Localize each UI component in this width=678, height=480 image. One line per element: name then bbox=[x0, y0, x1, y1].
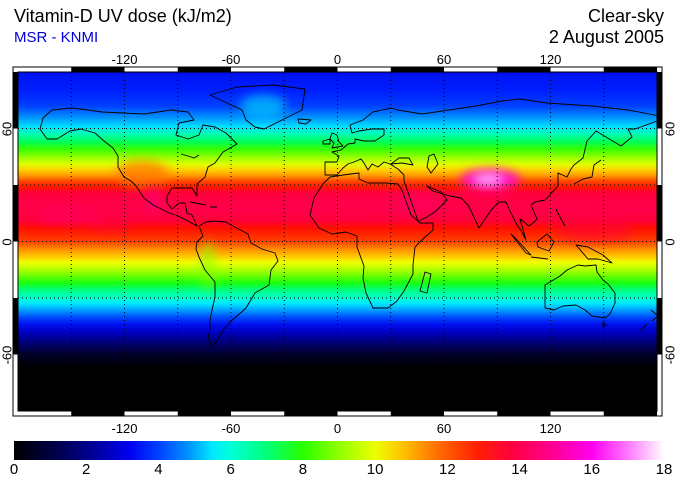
lat-tick-label: -60 bbox=[0, 345, 15, 364]
colorbar-tick-label: 12 bbox=[438, 461, 456, 478]
colorbar-tick-label: 4 bbox=[154, 461, 163, 478]
lat-tick-label: 0 bbox=[662, 237, 678, 246]
lon-tick-label: -120 bbox=[111, 421, 138, 436]
date-label: 2 August 2005 bbox=[548, 27, 664, 47]
lat-tick-label: -60 bbox=[662, 345, 678, 364]
colorbar-tick-label: 2 bbox=[82, 461, 91, 478]
colorbar-gradient bbox=[14, 441, 664, 460]
coastline-cuba bbox=[189, 201, 217, 208]
hotspot bbox=[115, 160, 169, 187]
lat-tick-label: 0 bbox=[0, 237, 15, 246]
coastline-new-guinea bbox=[575, 244, 613, 264]
lon-tick-label: 60 bbox=[436, 52, 452, 67]
coastline-philippines bbox=[555, 208, 566, 227]
hotspot bbox=[555, 218, 634, 242]
lon-tick-label: 0 bbox=[333, 52, 342, 67]
zebra-border bbox=[13, 67, 662, 416]
coastline-north-america bbox=[39, 107, 238, 227]
coastline-greenland bbox=[209, 84, 306, 130]
hotspot bbox=[35, 208, 100, 226]
coastline-japan bbox=[573, 159, 602, 185]
lon-tick-label: 120 bbox=[539, 421, 562, 436]
colorbar-tick-label: 14 bbox=[511, 461, 528, 478]
coastline-java bbox=[530, 256, 549, 260]
coastline-iceland bbox=[297, 118, 312, 125]
lon-tick-label: 0 bbox=[333, 421, 342, 436]
coastline-eurasia bbox=[324, 98, 657, 241]
colorbar-tick-label: 18 bbox=[655, 461, 673, 478]
lon-tick-label: 120 bbox=[539, 52, 562, 67]
coastline-tasmania bbox=[602, 321, 607, 328]
colorbar-tick-label: 10 bbox=[366, 461, 384, 478]
coastline-sumatra bbox=[510, 233, 532, 256]
coastline-great-lakes bbox=[180, 153, 200, 159]
sky-condition-label: Clear-sky bbox=[587, 6, 664, 26]
lon-tick-label: -120 bbox=[111, 52, 138, 67]
coastline-south-america bbox=[195, 220, 279, 347]
lat-tick-label: 60 bbox=[0, 121, 15, 136]
data-source-label: MSR - KNMI bbox=[14, 29, 99, 46]
coastline-caspian-sea bbox=[426, 153, 439, 174]
hotspot bbox=[145, 186, 160, 214]
coastline-ireland bbox=[322, 138, 331, 145]
map-inner-frame bbox=[17, 71, 658, 412]
coastline-black-sea bbox=[390, 157, 414, 166]
coastline-britain bbox=[329, 132, 344, 149]
coastline-madagascar bbox=[419, 271, 432, 294]
hotspot bbox=[396, 190, 443, 214]
colorbar-tick-label: 16 bbox=[583, 461, 601, 478]
world-map bbox=[12, 66, 663, 417]
coastline-new-zealand bbox=[639, 309, 657, 332]
coastline-africa bbox=[309, 172, 434, 309]
map-outer-frame bbox=[12, 66, 663, 417]
colorbar-tick-label: 0 bbox=[9, 461, 19, 478]
hotspot bbox=[239, 94, 287, 118]
hotspot bbox=[87, 217, 134, 233]
hotspot bbox=[472, 173, 505, 185]
lon-tick-label: -60 bbox=[221, 52, 241, 67]
lon-tick-label: -60 bbox=[221, 421, 241, 436]
colorbar-tick-label: 6 bbox=[226, 461, 235, 478]
coastlines bbox=[39, 84, 657, 347]
graticule-grid bbox=[18, 72, 657, 411]
coastline-borneo bbox=[536, 233, 555, 252]
lon-tick-label: 60 bbox=[436, 421, 452, 436]
colorbar-tick-label: 8 bbox=[298, 461, 308, 478]
uv-dose-hotspots bbox=[35, 94, 634, 291]
figure-title: Vitamin-D UV dose (kJ/m2) bbox=[14, 6, 232, 26]
lat-tick-label: 60 bbox=[662, 121, 678, 136]
